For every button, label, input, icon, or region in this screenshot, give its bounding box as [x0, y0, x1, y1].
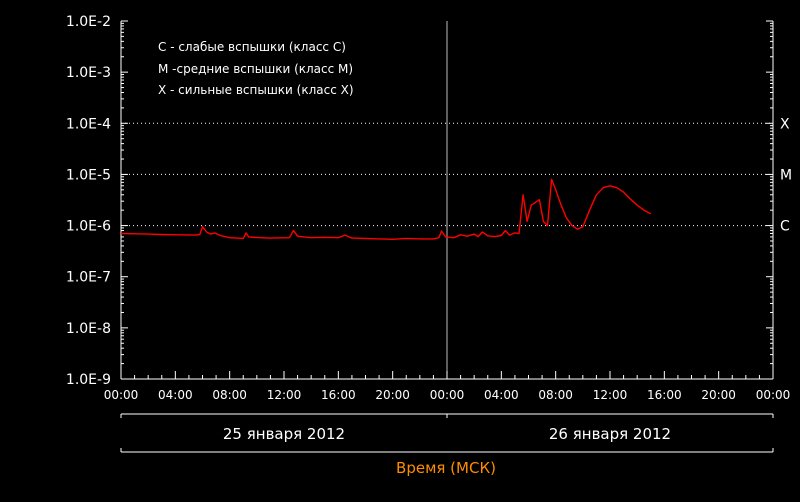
- class-label-c: C: [780, 219, 790, 235]
- flare-class-labels: X M C: [780, 116, 792, 234]
- flux-series: [120, 178, 652, 241]
- class-label-x: X: [780, 116, 790, 132]
- legend-entry-m: M -средние вспышки (класс М): [158, 62, 353, 76]
- y-tick-label: 1.0E-5: [66, 167, 111, 183]
- x-tick-label: 04:00: [158, 388, 193, 402]
- x-tick-label: 08:00: [212, 388, 247, 402]
- x-tick-label: 20:00: [375, 388, 410, 402]
- legend-entry-x: X - сильные вспышки (класс X): [158, 83, 354, 97]
- y-tick-label: 1.0E-4: [66, 116, 111, 132]
- y-tick-label: 1.0E-8: [66, 321, 111, 337]
- date-groups: 25 января 2012 26 января 2012: [120, 413, 774, 453]
- x-tick-label: 04:00: [484, 388, 519, 402]
- class-label-m: M: [780, 167, 792, 183]
- class-level-gridlines: [121, 21, 773, 379]
- y-tick-label: 1.0E-9: [66, 372, 111, 388]
- y-tick-label: 1.0E-3: [66, 65, 111, 81]
- y-tick-label: 1.0E-6: [66, 219, 111, 235]
- x-tick-label: 00:00: [430, 388, 465, 402]
- x-tick-label: 12:00: [267, 388, 302, 402]
- y-tick-label: 1.0E-7: [66, 270, 111, 286]
- x-tick-label: 12:00: [593, 388, 628, 402]
- x-axis-ticks: 00:00 04:00 08:00 12:00 16:00 20:00 00:00 04:00…: [104, 371, 791, 402]
- x-tick-label: 20:00: [701, 388, 736, 402]
- x-tick-label: 00:00: [104, 388, 139, 402]
- x-tick-label: 16:00: [321, 388, 356, 402]
- x-tick-label: 08:00: [538, 388, 573, 402]
- x-tick-label: 16:00: [647, 388, 682, 402]
- flux-series-line: [120, 178, 652, 241]
- date-label: 25 января 2012: [223, 425, 345, 443]
- x-axis-title: Время (МСК): [396, 459, 496, 477]
- legend-entry-c: C - слабые вспышки (класс С): [158, 40, 346, 54]
- y-axis-ticks: 1.0E-2 1.0E-3 1.0E-4 1.0E-5 1.0E-6 1.0E-7 1.0E…: [66, 14, 773, 388]
- x-tick-label: 00:00: [756, 388, 791, 402]
- date-label: 26 января 2012: [549, 425, 671, 443]
- legend: C - слабые вспышки (класс С) M -средние …: [158, 40, 354, 97]
- y-tick-label: 1.0E-2: [66, 14, 111, 30]
